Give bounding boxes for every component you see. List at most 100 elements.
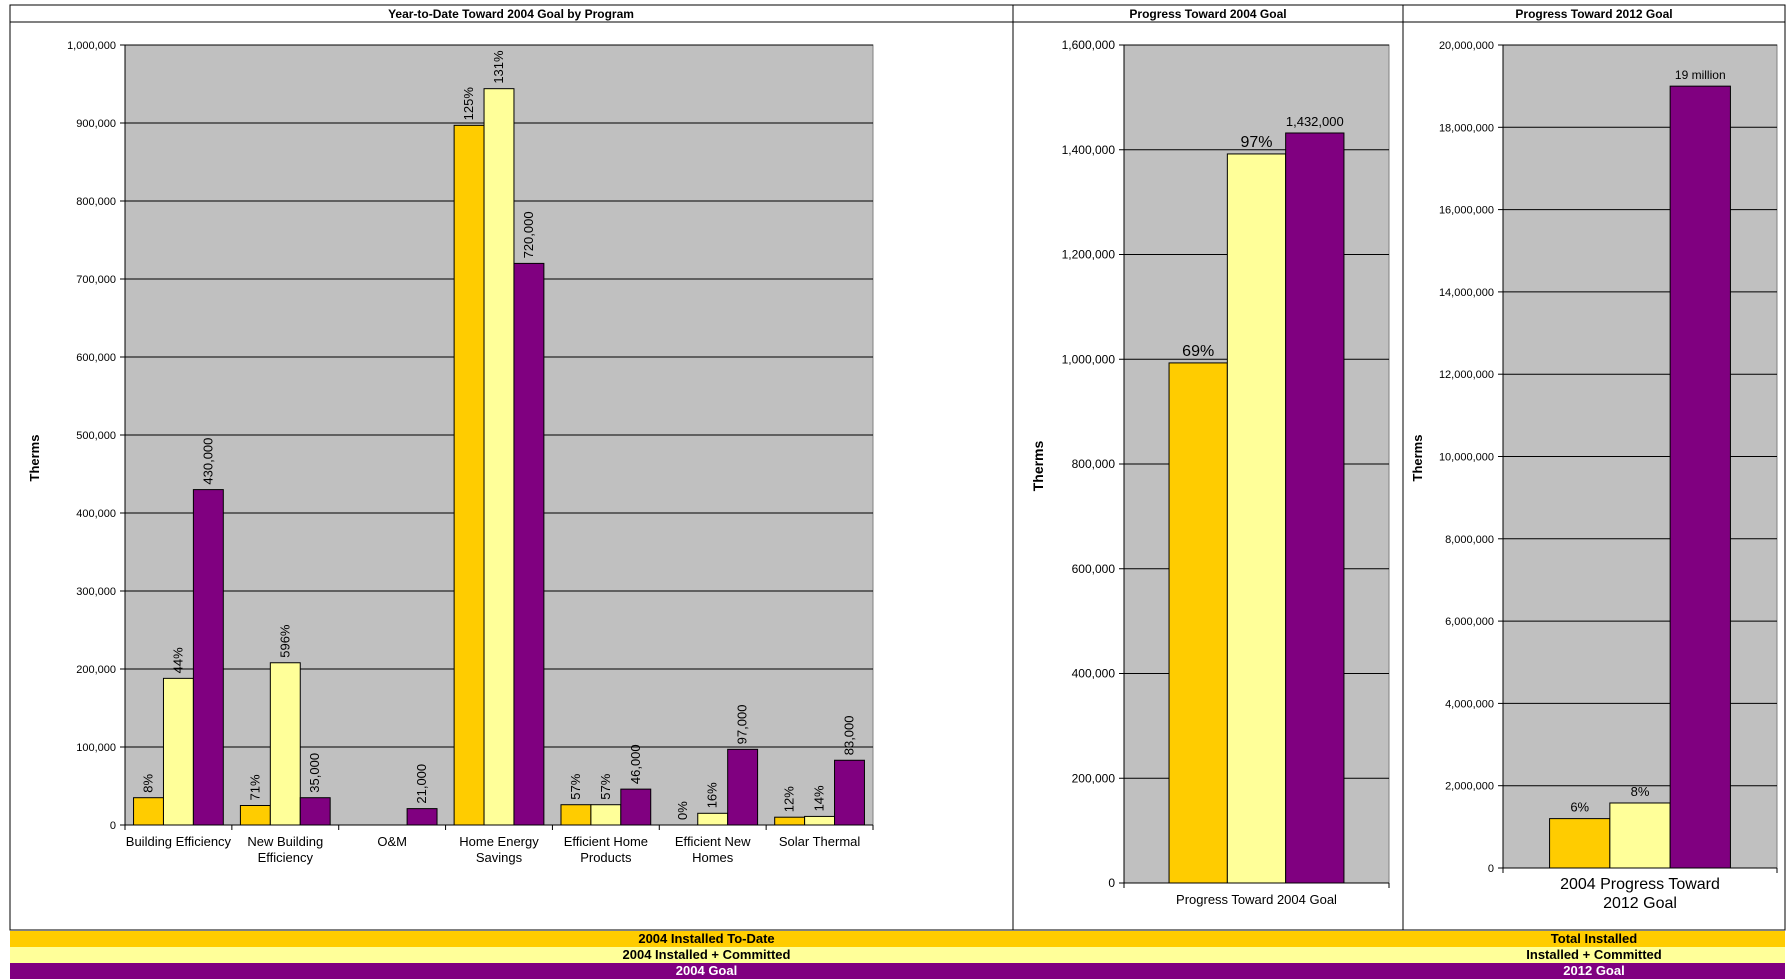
data-label: 125%: [461, 87, 476, 121]
y-tick-label: 400,000: [1072, 667, 1116, 681]
category-label: Building Efficiency: [126, 834, 232, 849]
chart-title-2012: Progress Toward 2012 Goal: [1515, 7, 1672, 21]
bar: [483, 88, 515, 826]
data-label: 16%: [705, 782, 720, 808]
y-tick-label: 14,000,000: [1439, 287, 1494, 299]
bar: [453, 124, 485, 826]
y-tick-label: 600,000: [76, 352, 116, 364]
data-label: 71%: [247, 774, 262, 800]
data-label: 1,432,000: [1286, 114, 1344, 129]
data-label: 83,000: [841, 715, 856, 755]
bar: [1669, 85, 1731, 869]
y-tick-label: 4,000,000: [1445, 698, 1494, 710]
data-label: 131%: [491, 50, 506, 84]
y-tick-label: 8,000,000: [1445, 534, 1494, 546]
category-label: New Building: [247, 834, 323, 849]
bar: [406, 808, 438, 826]
bar: [299, 797, 331, 826]
bar: [192, 489, 224, 826]
bar: [727, 748, 759, 826]
data-label: 596%: [277, 624, 292, 658]
y-tick-label: 0: [1488, 863, 1494, 875]
bar: [239, 805, 271, 826]
bar: [1168, 362, 1228, 884]
bar: [133, 797, 164, 826]
bar: [560, 804, 592, 826]
category-label: Homes: [692, 850, 734, 865]
bar: [1609, 802, 1671, 869]
ylabel-2004: Therms: [1030, 441, 1046, 492]
data-label: 97%: [1240, 134, 1272, 151]
y-tick-label: 10,000,000: [1439, 452, 1494, 464]
bar: [590, 804, 622, 826]
banner-committed-right: Installed + Committed: [1403, 947, 1785, 963]
y-tick-label: 16,000,000: [1439, 205, 1494, 217]
data-label: 57%: [598, 773, 613, 799]
bar: [620, 788, 652, 826]
y-tick-label: 600,000: [1072, 562, 1116, 576]
banner-goal-left: 2004 Goal: [10, 963, 1403, 979]
bar: [513, 262, 545, 826]
y-tick-label: 2,000,000: [1445, 781, 1494, 793]
data-label: 35,000: [307, 753, 322, 793]
y-tick-label: 900,000: [76, 118, 116, 130]
data-label: 97,000: [735, 705, 750, 745]
bar: [804, 815, 836, 826]
chart-progress-2004: 0 200,000 400,000 600,000 800,000 1,000,000 1,…: [1062, 38, 1390, 907]
chart-programs: 0 100,000 200,000 300,000 400,000 500,000 600,…: [67, 40, 874, 865]
banner-installed-right: Total Installed: [1403, 931, 1785, 947]
category-label: 2004 Progress Toward: [1560, 876, 1720, 893]
bar: [834, 759, 865, 826]
category-label: O&M: [377, 834, 407, 849]
category-label: Savings: [476, 850, 523, 865]
y-tick-label: 200,000: [76, 664, 116, 676]
banner-goal-right: 2012 Goal: [1403, 963, 1785, 979]
bar: [269, 662, 301, 826]
data-label: 430,000: [200, 438, 215, 485]
y-tick-label: 100,000: [76, 742, 116, 754]
banner-installed-left: 2004 Installed To-Date: [10, 931, 1403, 947]
category-label: Solar Thermal: [779, 834, 861, 849]
data-label: 12%: [782, 786, 797, 812]
category-label: Progress Toward 2004 Goal: [1176, 892, 1337, 907]
data-label: 14%: [812, 785, 827, 811]
y-tick-label: 300,000: [76, 586, 116, 598]
y-tick-label: 12,000,000: [1439, 369, 1494, 381]
category-label: Home Energy: [459, 834, 539, 849]
data-label: 46,000: [628, 744, 643, 784]
data-label: 720,000: [521, 211, 536, 258]
category-label: 2012 Goal: [1603, 895, 1677, 912]
bar: [774, 816, 806, 826]
bar: [1285, 132, 1345, 884]
y-tick-label: 1,600,000: [1062, 38, 1116, 52]
category-label: Efficient Home: [564, 834, 648, 849]
data-label: 21,000: [414, 764, 429, 804]
category-label: Efficient New: [675, 834, 751, 849]
ylabel-programs: Therms: [27, 435, 42, 482]
y-tick-label: 18,000,000: [1439, 122, 1494, 134]
y-tick-label: 800,000: [1072, 457, 1116, 471]
y-tick-label: 1,200,000: [1062, 248, 1116, 262]
chart-title-2004: Progress Toward 2004 Goal: [1129, 7, 1286, 21]
data-label: 57%: [568, 773, 583, 799]
y-tick-label: 400,000: [76, 508, 116, 520]
category-label: Efficiency: [258, 850, 314, 865]
y-tick-label: 500,000: [76, 430, 116, 442]
y-tick-label: 700,000: [76, 274, 116, 286]
chart-progress-2012: 0 2,000,000 4,000,000 6,000,000 8,000,000 10,…: [1439, 40, 1778, 912]
data-label: 44%: [170, 647, 185, 673]
y-tick-label: 1,400,000: [1062, 143, 1116, 157]
y-tick-label: 0: [1108, 876, 1115, 890]
category-label: Products: [580, 850, 632, 865]
data-label: 8%: [141, 773, 156, 792]
bar: [162, 677, 194, 826]
y-tick-label: 1,000,000: [67, 40, 116, 52]
data-label: 19 million: [1675, 68, 1726, 82]
y-tick-label: 200,000: [1072, 771, 1116, 785]
bar: [697, 812, 729, 826]
chart-title-programs: Year-to-Date Toward 2004 Goal by Program: [388, 7, 634, 21]
bar: [1549, 818, 1611, 869]
data-label: 6%: [1570, 800, 1589, 815]
banner-committed-left: 2004 Installed + Committed: [10, 947, 1403, 963]
